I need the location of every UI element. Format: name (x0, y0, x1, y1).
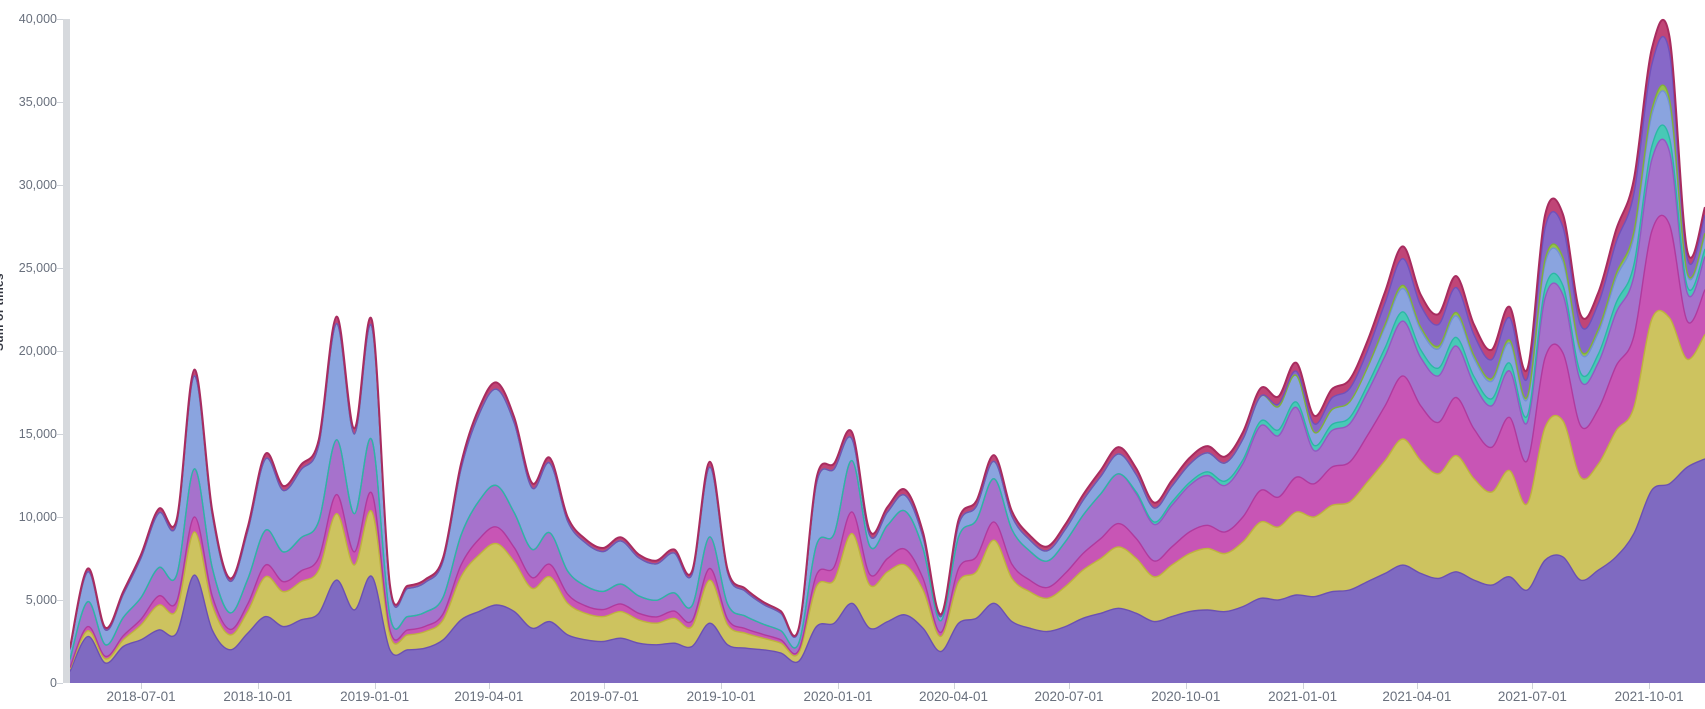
y-tick-label: 40,000 (18, 12, 57, 26)
x-tick-mark (837, 683, 839, 689)
x-tick-label: 2021-10-01 (1614, 689, 1684, 704)
y-tick-label: 0 (50, 676, 57, 690)
x-tick-label: 2020-01-01 (803, 689, 873, 704)
y-tick-label: 15,000 (18, 427, 57, 441)
line-teal (69, 124, 1705, 660)
x-tick-mark (257, 683, 259, 689)
y-tick-mark (57, 185, 63, 186)
y-tick-label: 10,000 (18, 510, 57, 524)
y-axis-title: Sum of times (0, 273, 6, 351)
area-amethyst[interactable] (70, 139, 1705, 668)
x-tick-label: 2018-10-01 (223, 689, 293, 704)
y-tick-label: 5,000 (25, 593, 57, 607)
y-tick-label: 35,000 (18, 95, 57, 109)
area-periwinkle-blue[interactable] (70, 90, 1705, 660)
y-tick-mark (57, 434, 63, 435)
area-magenta[interactable] (70, 215, 1705, 669)
x-tick-label: 2020-04-01 (918, 689, 989, 704)
x-tick-label: 2019-01-01 (340, 689, 410, 704)
x-tick-mark (953, 683, 955, 689)
y-tick-mark (57, 600, 63, 601)
x-tick-mark (488, 683, 490, 689)
area-gold[interactable] (70, 310, 1705, 672)
y-tick-label: 25,000 (18, 261, 57, 275)
x-tick-mark (141, 683, 143, 689)
y-tick-mark (57, 268, 63, 269)
y-tick-mark (57, 517, 63, 518)
x-tick-mark (1069, 683, 1071, 689)
y-tick-mark (57, 19, 63, 20)
area-violet-base[interactable] (70, 458, 1705, 683)
y-tick-mark (57, 683, 63, 684)
x-tick-mark (1649, 683, 1651, 689)
x-tick-label: 2018-07-01 (106, 689, 176, 704)
line-violet-base (69, 458, 1705, 672)
x-tick-mark (1416, 683, 1418, 689)
x-tick-label: 2019-07-01 (569, 689, 639, 704)
y-axis-line (63, 19, 70, 683)
x-tick-mark (374, 683, 376, 689)
y-tick-label: 20,000 (18, 344, 57, 358)
x-tick-label: 2021-04-01 (1382, 689, 1452, 704)
x-tick-label: 2021-01-01 (1268, 689, 1338, 704)
x-tick-label: 2021-07-01 (1497, 689, 1567, 704)
x-tick-label: 2020-07-01 (1034, 689, 1104, 704)
line-gold (69, 309, 1705, 670)
y-tick-label: 30,000 (18, 178, 57, 192)
y-tick-mark (57, 351, 63, 352)
line-crimson (69, 19, 1705, 648)
y-tick-mark (57, 102, 63, 103)
x-tick-mark (721, 683, 723, 689)
x-tick-label: 2019-10-01 (686, 689, 756, 704)
line-magenta (69, 214, 1705, 668)
x-tick-label: 2020-10-01 (1151, 689, 1221, 704)
x-tick-mark (604, 683, 606, 689)
x-tick-mark (1185, 683, 1187, 689)
x-tick-mark (1532, 683, 1534, 689)
x-tick-label: 2019-04-01 (454, 689, 524, 704)
x-tick-mark (1302, 683, 1304, 689)
